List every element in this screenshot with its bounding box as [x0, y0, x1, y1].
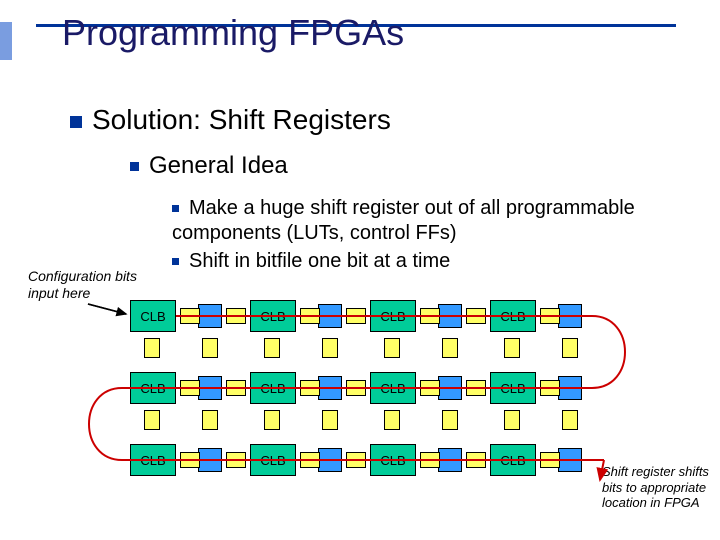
- bullet-level2: General Idea: [130, 152, 288, 180]
- clb-block: CLB: [490, 300, 536, 332]
- route-segment: [202, 410, 218, 430]
- switch-box: [198, 376, 222, 400]
- clb-block: CLB: [490, 444, 536, 476]
- switch-box: [558, 304, 582, 328]
- bullet-level1: Solution: Shift Registers: [70, 104, 391, 136]
- clb-block: CLB: [130, 444, 176, 476]
- clb-block: CLB: [130, 300, 176, 332]
- route-segment: [300, 380, 320, 396]
- clb-block: CLB: [250, 372, 296, 404]
- route-segment: [466, 308, 486, 324]
- shift-register-label: Shift register shifts bits to appropriat…: [602, 464, 712, 511]
- switch-box: [318, 376, 342, 400]
- route-segment: [300, 452, 320, 468]
- route-segment: [264, 410, 280, 430]
- route-segment: [226, 380, 246, 396]
- config-input-label: Configuration bits input here: [28, 268, 138, 302]
- route-segment: [466, 380, 486, 396]
- route-segment: [144, 338, 160, 358]
- route-segment: [346, 452, 366, 468]
- route-segment: [180, 380, 200, 396]
- route-segment: [540, 380, 560, 396]
- bullet-square-icon: [130, 162, 139, 171]
- route-segment: [300, 308, 320, 324]
- bullet-level3-b: Shift in bitfile one bit at a time: [172, 250, 672, 273]
- route-segment: [540, 452, 560, 468]
- switch-box: [438, 376, 462, 400]
- route-segment: [420, 452, 440, 468]
- bullet-level3b-text: Shift in bitfile one bit at a time: [189, 250, 450, 272]
- route-segment: [226, 308, 246, 324]
- switch-box: [318, 448, 342, 472]
- switch-box: [438, 304, 462, 328]
- route-segment: [562, 338, 578, 358]
- route-segment: [442, 338, 458, 358]
- route-segment: [466, 452, 486, 468]
- switch-box: [438, 448, 462, 472]
- route-segment: [346, 308, 366, 324]
- route-segment: [504, 338, 520, 358]
- clb-block: CLB: [370, 372, 416, 404]
- clb-block: CLB: [250, 300, 296, 332]
- bullet-level3-a: Make a huge shift register out of all pr…: [172, 196, 672, 246]
- clb-block: CLB: [370, 444, 416, 476]
- title-accent-box: [0, 22, 12, 60]
- bullet-square-icon: [172, 258, 179, 265]
- route-segment: [322, 338, 338, 358]
- route-segment: [420, 380, 440, 396]
- switch-box: [318, 304, 342, 328]
- route-segment: [226, 452, 246, 468]
- route-segment: [346, 380, 366, 396]
- switch-box: [198, 304, 222, 328]
- route-segment: [322, 410, 338, 430]
- slide-title: Programming FPGAs: [62, 12, 404, 54]
- switch-box: [558, 448, 582, 472]
- route-segment: [384, 410, 400, 430]
- clb-block: CLB: [490, 372, 536, 404]
- route-segment: [180, 308, 200, 324]
- clb-block: CLB: [130, 372, 176, 404]
- route-segment: [264, 338, 280, 358]
- bullet-square-icon: [172, 205, 179, 212]
- route-segment: [144, 410, 160, 430]
- clb-block: CLB: [370, 300, 416, 332]
- route-segment: [442, 410, 458, 430]
- clb-block: CLB: [250, 444, 296, 476]
- switch-box: [558, 376, 582, 400]
- fpga-shift-register-diagram: CLB CLB CLB CLB CLB CLB CLB CLB CLB CLB CLB CLB: [130, 300, 590, 520]
- bullet-level2-text: General Idea: [149, 152, 288, 179]
- route-segment: [180, 452, 200, 468]
- route-segment: [420, 308, 440, 324]
- bullet-square-icon: [70, 116, 82, 128]
- route-segment: [202, 338, 218, 358]
- bullet-level3a-text: Make a huge shift register out of all pr…: [172, 197, 635, 244]
- route-segment: [562, 410, 578, 430]
- route-segment: [504, 410, 520, 430]
- bullet-level1-text: Solution: Shift Registers: [92, 104, 391, 135]
- switch-box: [198, 448, 222, 472]
- route-segment: [540, 308, 560, 324]
- route-segment: [384, 338, 400, 358]
